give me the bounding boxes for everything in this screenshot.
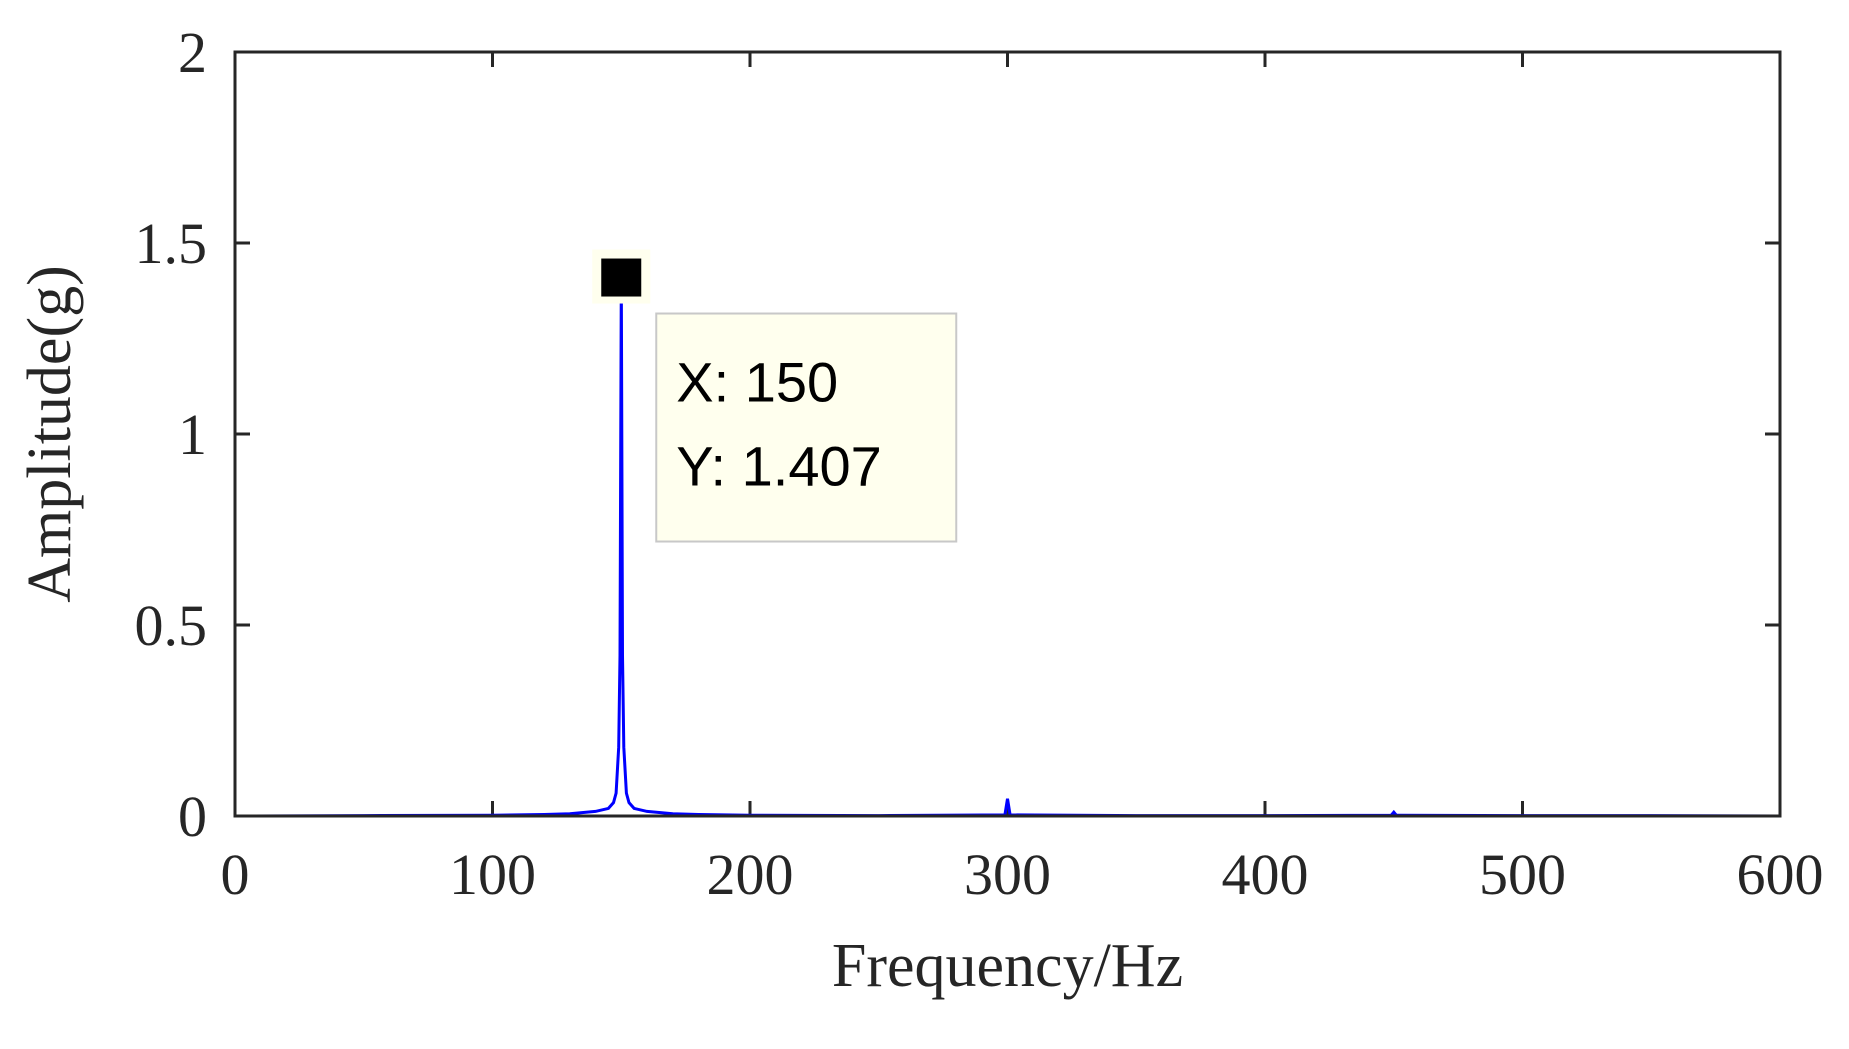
y-tick-label: 1.5	[135, 211, 208, 276]
x-axis-label: Frequency/Hz	[832, 932, 1183, 1000]
y-tick-label: 0.5	[135, 593, 208, 658]
x-tick-label: 500	[1479, 842, 1566, 907]
datatip-x-text: X: 150	[676, 351, 838, 414]
x-tick-label: 100	[449, 842, 536, 907]
y-axis-label: Amplitude(g)	[16, 265, 84, 603]
x-tick-label: 300	[964, 842, 1051, 907]
y-tick-label: 0	[178, 784, 207, 849]
datatip-y-text: Y: 1.407	[676, 435, 882, 498]
y-tick-label: 1	[178, 402, 207, 467]
x-tick-label: 600	[1737, 842, 1824, 907]
datatip[interactable]: X: 150 Y: 1.407	[592, 249, 958, 543]
y-tick-label: 2	[178, 20, 207, 85]
tick-labels-group: 0 100 200 300 400 500 600 0 0.5 1 1.5 2	[135, 20, 1824, 907]
datatip-box[interactable]	[655, 312, 958, 543]
x-tick-label: 0	[221, 842, 250, 907]
x-tick-label: 400	[1222, 842, 1309, 907]
axes-box	[233, 50, 1782, 818]
x-tick-label: 200	[707, 842, 794, 907]
datatip-marker[interactable]	[601, 258, 642, 297]
